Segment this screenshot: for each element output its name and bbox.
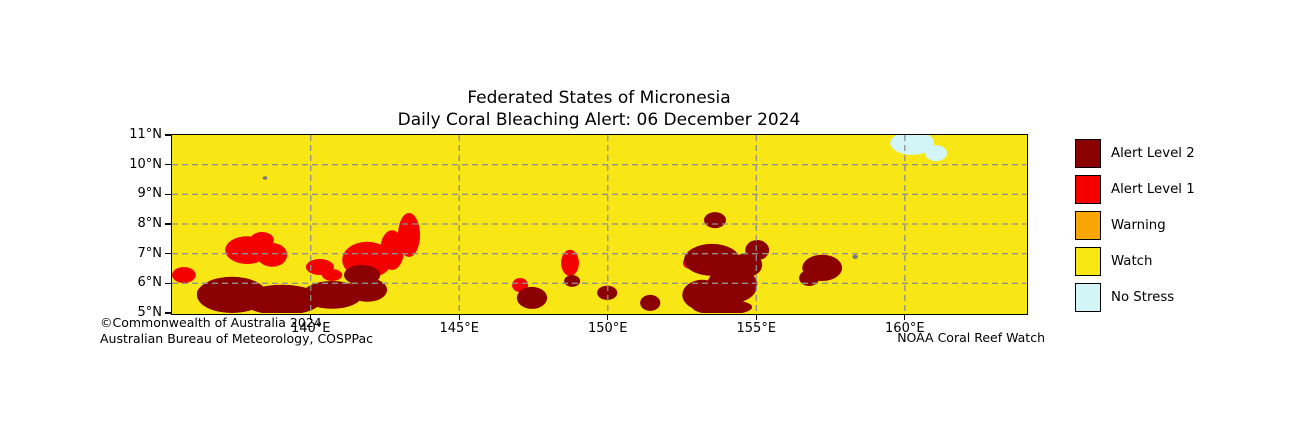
legend-label-watch: Watch: [1111, 254, 1153, 269]
x-tick-label: 160°E: [885, 321, 925, 336]
y-tick-mark: [165, 312, 171, 314]
y-tick-mark: [165, 134, 171, 136]
y-tick-mark: [165, 164, 171, 166]
legend-label-alert2: Alert Level 2: [1111, 146, 1195, 161]
legend-item-watch: Watch: [1075, 247, 1195, 276]
map-region-alert2: [703, 211, 726, 228]
x-tick-label: 145°E: [439, 321, 479, 336]
map-region-alert2: [343, 264, 380, 285]
map-region-alert1: [379, 229, 404, 270]
y-tick-label: 5°N: [137, 305, 163, 320]
legend-swatch-nostress: [1075, 283, 1101, 312]
copyright-text: ©Commonwealth of Australia 2024: [100, 315, 322, 330]
x-tick-mark: [607, 314, 609, 320]
noaa-credit-text: NOAA Coral Reef Watch: [897, 330, 1045, 345]
y-tick-label: 11°N: [129, 127, 162, 142]
legend-label-nostress: No Stress: [1111, 290, 1175, 305]
legend-swatch-alert2: [1075, 139, 1101, 168]
map-region-alert1: [256, 242, 287, 267]
chart-title: Federated States of Micronesia Daily Cor…: [172, 87, 1026, 131]
map-region-alert2: [516, 286, 547, 309]
agency-credit-text: Australian Bureau of Meteorology, COSPPa…: [100, 331, 373, 346]
legend: Alert Level 2 Alert Level 1 Warning Watch No…: [1075, 139, 1195, 319]
map-region-alert1: [397, 212, 420, 257]
x-tick-mark: [904, 314, 906, 320]
map-region-alert1: [249, 231, 274, 248]
y-tick-label: 10°N: [129, 156, 162, 172]
y-tick-mark: [165, 193, 171, 195]
y-tick-label: 7°N: [137, 245, 163, 261]
legend-item-alert1: Alert Level 1: [1075, 175, 1195, 204]
map-region-alert1: [171, 266, 196, 283]
map-region-alert2: [301, 280, 362, 309]
map-region-land: [262, 175, 267, 180]
title-alert-date: Daily Coral Bleaching Alert: 06 December…: [397, 110, 801, 130]
x-tick-label: 155°E: [736, 321, 777, 336]
map-region-alert2: [744, 239, 769, 260]
y-tick-label: 9°N: [137, 186, 163, 202]
y-tick-label: 8°N: [137, 216, 163, 231]
legend-label-alert1: Alert Level 1: [1111, 182, 1195, 197]
map-region-land: [852, 254, 858, 259]
map-region-alert2: [596, 285, 617, 300]
legend-item-warning: Warning: [1075, 211, 1195, 240]
x-tick-mark: [458, 314, 460, 320]
x-tick-mark: [310, 314, 312, 320]
legend-swatch-warning: [1075, 211, 1101, 240]
x-tick-label: 150°E: [587, 321, 628, 336]
y-tick-mark: [165, 282, 171, 284]
legend-swatch-alert1: [1075, 175, 1101, 204]
map-region-alert1: [560, 249, 579, 276]
y-tick-mark: [165, 223, 171, 225]
legend-item-nostress: No Stress: [1075, 283, 1195, 312]
y-tick-mark: [165, 253, 171, 255]
map-region-alert2: [563, 274, 580, 287]
x-tick-mark: [755, 314, 757, 320]
map-plot-area: [170, 133, 1028, 315]
map-region-alert2: [798, 269, 819, 286]
map-region-alert2: [639, 294, 660, 311]
map-region-nostress: [889, 134, 934, 155]
x-tick-label: 140°E: [290, 321, 331, 336]
legend-label-warning: Warning: [1111, 218, 1166, 233]
map-region-alert2: [691, 298, 752, 313]
map-region-alert1: [321, 268, 342, 281]
map-region-nostress: [924, 144, 947, 161]
legend-swatch-watch: [1075, 247, 1101, 276]
map-region-alert2: [241, 284, 322, 313]
coral-alert-raster: [171, 134, 1026, 313]
title-region-name: Federated States of Micronesia: [467, 88, 731, 108]
y-tick-label: 6°N: [137, 275, 163, 291]
legend-item-alert2: Alert Level 2: [1075, 139, 1195, 168]
